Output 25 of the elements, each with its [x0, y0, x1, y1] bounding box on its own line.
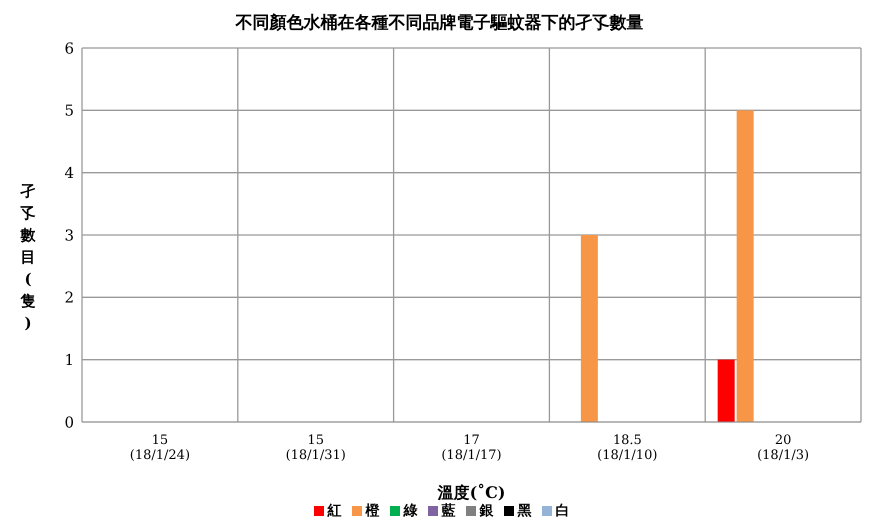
y-tick-label: 3	[64, 226, 74, 244]
bar	[736, 110, 754, 422]
y-tick-label: 0	[64, 413, 74, 432]
legend-label: 紅	[328, 503, 342, 519]
bar	[580, 235, 598, 422]
y-tick-label: 4	[64, 164, 74, 182]
legend-label: 藍	[442, 503, 456, 519]
legend-label: 橙	[366, 503, 380, 519]
x-tick-label: 15 (18/1/31)	[286, 433, 346, 463]
y-tick-label: 5	[64, 102, 74, 120]
x-axis-title: 溫度(˚C)	[436, 483, 506, 502]
x-tick-label: 20 (18/1/3)	[757, 433, 810, 463]
y-tick-label: 1	[64, 350, 74, 369]
y-tick-label: 6	[64, 39, 74, 58]
y-tick-label: 2	[64, 288, 74, 307]
legend-label: 黑	[518, 503, 532, 519]
y-axis-title: 孑孓數目(隻)	[20, 182, 36, 332]
legend-label: 綠	[404, 503, 418, 519]
x-tick-label: 17 (18/1/17)	[441, 433, 502, 463]
chart-title: 不同顏色水桶在各種不同品牌電子驅蚊器下的孑孓數量	[234, 12, 644, 35]
x-tick-label: 18.5 (18/1/10)	[597, 433, 658, 463]
legend-label: 白	[556, 503, 570, 519]
legend-label: 銀	[480, 503, 494, 519]
bar	[718, 360, 735, 422]
x-tick-label: 15 (18/1/24)	[130, 433, 190, 463]
